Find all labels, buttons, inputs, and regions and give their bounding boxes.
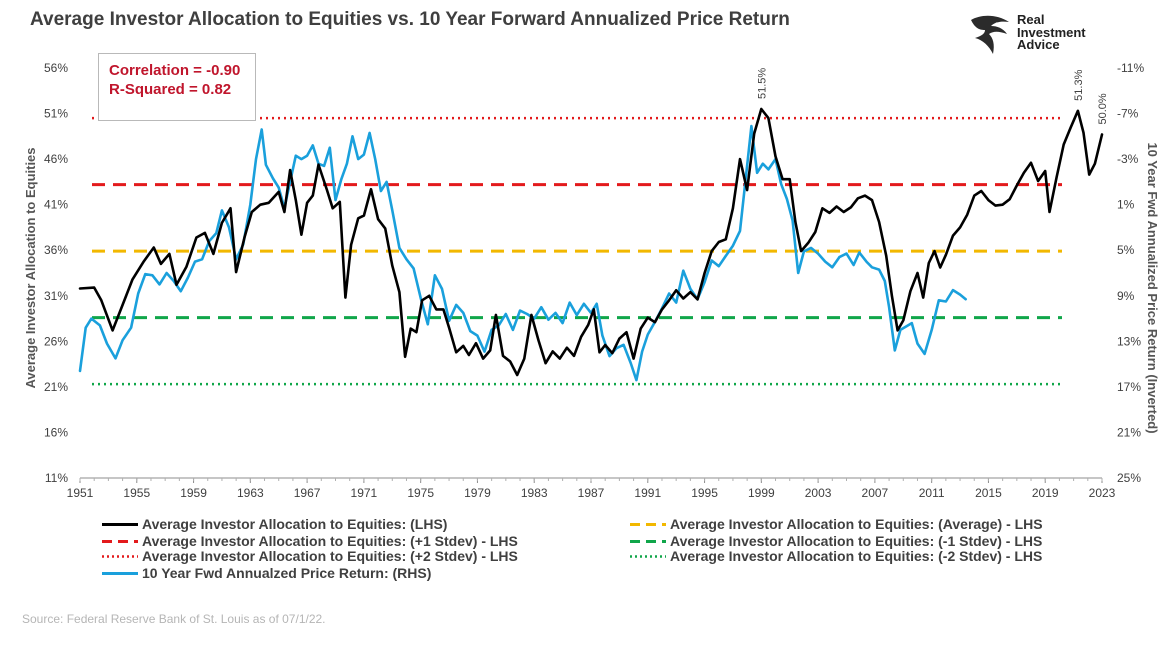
data-label: 51.3% [1073, 69, 1085, 100]
y-left-tick-label: 56% [44, 61, 68, 75]
y-left-tick-label: 41% [44, 198, 68, 212]
logo-line-1: Real [1017, 12, 1045, 27]
x-tick-label: 1963 [237, 486, 264, 500]
y-right-tick-label: 9% [1117, 289, 1135, 303]
logo-line-3: Advice [1017, 37, 1060, 52]
x-tick-label: 1995 [691, 486, 718, 500]
y-left-axis-label: Average Investor Allocation to Equities [23, 147, 38, 388]
y-left-tick-label: 26% [44, 334, 68, 348]
stats-box: Correlation = -0.90 R-Squared = 0.82 [98, 53, 256, 121]
legend-label: 10 Year Fwd Annualzed Price Return: (RHS… [142, 565, 432, 581]
x-tick-label: 2019 [1032, 486, 1059, 500]
y-left-tick-label: 51% [44, 107, 68, 121]
x-tick-label: 2007 [862, 486, 889, 500]
correlation-text: Correlation = -0.90 [109, 62, 241, 79]
y-left-tick-label: 36% [44, 243, 68, 257]
x-tick-label: 1979 [464, 486, 491, 500]
x-tick-label: 1999 [748, 486, 775, 500]
data-label: 50.0% [1097, 93, 1109, 124]
legend-label: Average Investor Allocation to Equities:… [670, 548, 1043, 564]
x-tick-label: 1955 [123, 486, 150, 500]
x-tick-label: 1959 [180, 486, 207, 500]
y-right-axis-label: 10 Year Fwd Annualized Price Return (Inv… [1145, 142, 1160, 433]
x-tick-label: 1987 [578, 486, 605, 500]
y-right-tick-label: 17% [1117, 380, 1141, 394]
r-squared-text: R-Squared = 0.82 [109, 81, 232, 98]
data-label: 51.5% [756, 68, 768, 99]
brand-logo: Real Investment Advice [967, 12, 1112, 60]
y-left-tick-label: 46% [44, 152, 68, 166]
y-right-tick-label: -7% [1117, 107, 1139, 121]
y-right-tick-label: 25% [1117, 471, 1141, 485]
legend-label: Average Investor Allocation to Equities:… [670, 516, 1043, 532]
x-tick-label: 2015 [975, 486, 1002, 500]
x-tick-label: 1971 [351, 486, 378, 500]
x-tick-label: 2011 [919, 486, 945, 500]
y-right-tick-label: 1% [1117, 198, 1135, 212]
y-left-tick-label: 11% [45, 471, 68, 485]
y-right-tick-label: -3% [1117, 152, 1139, 166]
x-tick-label: 1975 [407, 486, 434, 500]
logo-wordmark: Real Investment Advice [1017, 12, 1086, 52]
x-tick-label: 1967 [294, 486, 321, 500]
x-tick-label: 1991 [634, 486, 661, 500]
eagle-icon [971, 15, 1009, 55]
legend-label: Average Investor Allocation to Equities:… [142, 548, 518, 564]
x-tick-label: 1983 [521, 486, 548, 500]
logo-line-2: Investment [1017, 24, 1086, 40]
legend-label: Average Investor Allocation to Equities:… [142, 516, 448, 532]
series-line-rhs [78, 124, 967, 382]
y-left-tick-label: 21% [44, 380, 68, 394]
source-note: Source: Federal Reserve Bank of St. Loui… [22, 612, 326, 626]
x-tick-label: 2003 [805, 486, 832, 500]
y-right-tick-label: 5% [1117, 243, 1135, 257]
chart-title: Average Investor Allocation to Equities … [30, 9, 790, 30]
chart-legend: Average Investor Allocation to Equities:… [100, 517, 1140, 587]
legend-label: Average Investor Allocation to Equities:… [142, 533, 518, 549]
series-line-lhs [78, 107, 1104, 377]
y-right-tick-label: -11% [1117, 61, 1144, 75]
x-tick-label: 2023 [1089, 486, 1116, 500]
y-left-tick-label: 31% [44, 289, 68, 303]
x-tick-label: 1951 [67, 486, 94, 500]
legend-label: Average Investor Allocation to Equities:… [670, 533, 1043, 549]
y-right-tick-label: 21% [1117, 425, 1141, 439]
y-left-tick-label: 16% [44, 425, 68, 439]
y-right-tick-label: 13% [1117, 334, 1141, 348]
